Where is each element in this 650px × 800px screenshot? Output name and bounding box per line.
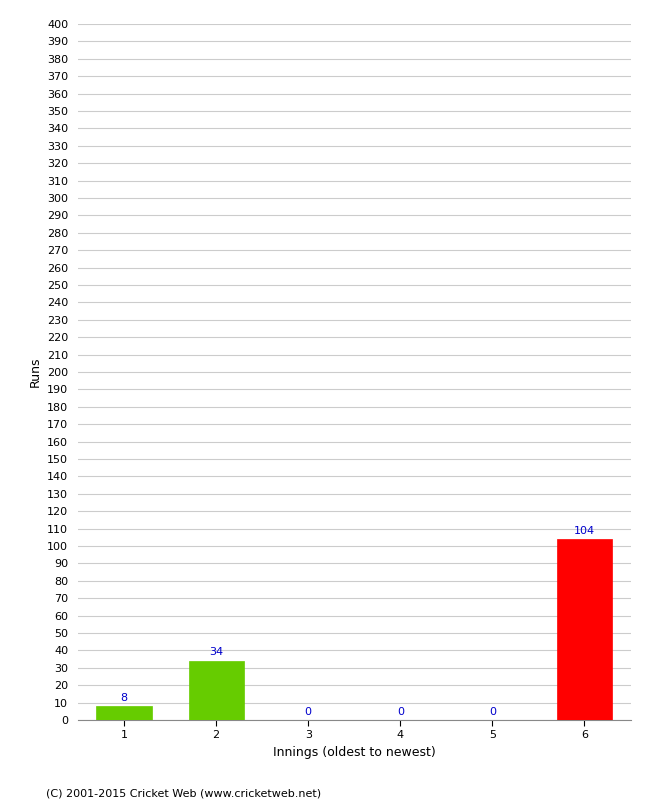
Text: 34: 34: [209, 647, 223, 658]
Bar: [188, 661, 244, 720]
Bar: [96, 706, 151, 720]
X-axis label: Innings (oldest to newest): Innings (oldest to newest): [273, 746, 436, 759]
Text: (C) 2001-2015 Cricket Web (www.cricketweb.net): (C) 2001-2015 Cricket Web (www.cricketwe…: [46, 788, 320, 798]
Text: 104: 104: [574, 526, 595, 535]
Y-axis label: Runs: Runs: [29, 357, 42, 387]
Text: 0: 0: [305, 706, 312, 717]
Text: 8: 8: [120, 693, 127, 702]
Text: 0: 0: [396, 706, 404, 717]
Bar: [557, 539, 612, 720]
Text: 0: 0: [489, 706, 496, 717]
